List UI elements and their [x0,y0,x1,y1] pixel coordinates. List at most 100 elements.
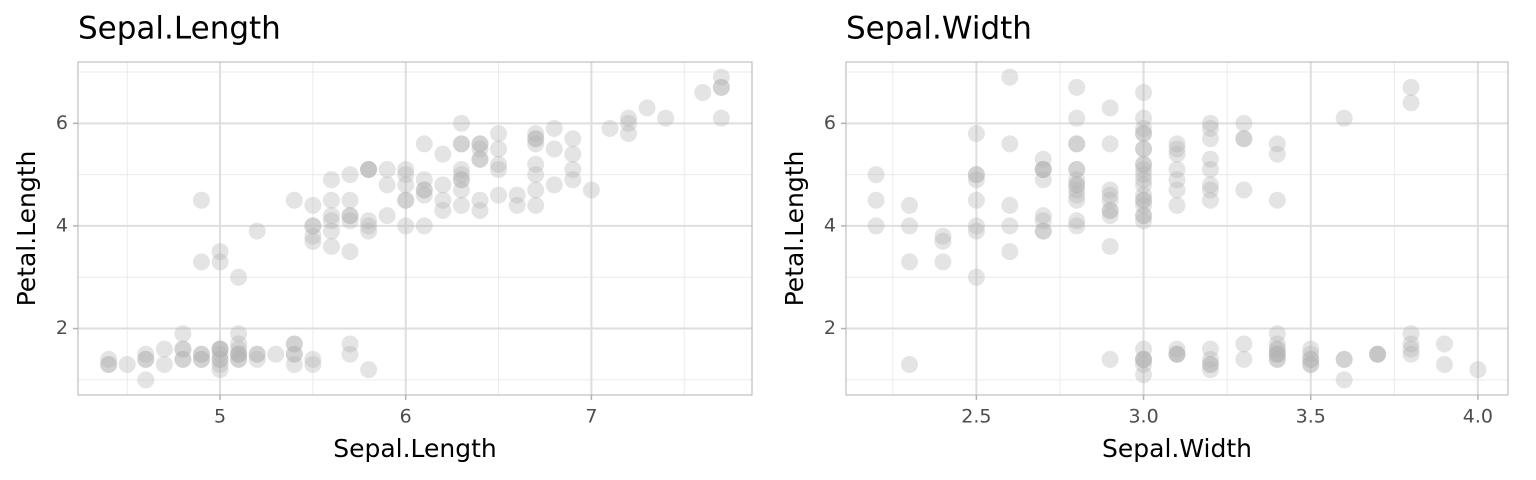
point [1101,191,1119,209]
point [100,355,118,373]
point [397,191,415,209]
y-axis-label: Petal.Length [780,151,809,307]
point [304,196,322,214]
point [471,135,489,153]
point [415,181,433,199]
point [1168,340,1186,358]
point [1034,222,1052,240]
point [1168,345,1186,363]
point [1302,350,1320,368]
point [137,350,155,368]
point [1435,355,1453,373]
point [1235,130,1253,148]
point [1201,150,1219,168]
point [1135,191,1153,209]
point [1135,84,1153,102]
point [397,191,415,209]
point [304,227,322,245]
point [1235,350,1253,368]
point [1268,145,1286,163]
point [527,135,545,153]
point [901,217,919,235]
point [1135,125,1153,143]
point [638,99,656,117]
point [415,135,433,153]
point [341,345,359,363]
point [211,243,229,261]
point [452,114,470,132]
point [322,237,340,255]
point [1201,355,1219,373]
x-tick-label: 3.5 [1296,406,1326,428]
point [1402,325,1420,343]
point [1201,160,1219,178]
point [1335,109,1353,127]
point [100,355,118,373]
point [341,166,359,184]
point [322,171,340,189]
panel-border [77,61,753,396]
point [1268,191,1286,209]
point [1168,345,1186,363]
point [304,232,322,250]
point [967,171,985,189]
point [304,350,322,368]
point [967,166,985,184]
point [527,196,545,214]
point [1201,119,1219,137]
point [967,166,985,184]
point [967,217,985,235]
point [1135,186,1153,204]
point [564,171,582,189]
point [230,268,248,286]
point [471,202,489,220]
y-tick-label: 2 [824,317,836,339]
point [174,325,192,343]
y-axis-label: Petal.Length [12,151,41,307]
point [471,191,489,209]
point [434,145,452,163]
point [490,155,508,173]
point [230,350,248,368]
point [694,84,712,102]
point [1135,160,1153,178]
point [341,207,359,225]
point [1101,237,1119,255]
point [620,109,638,127]
point [1335,371,1353,389]
point [1302,355,1320,373]
point [230,325,248,343]
point [1068,171,1086,189]
point [1435,335,1453,353]
point [867,191,885,209]
point [1001,196,1019,214]
point [415,217,433,235]
point [211,253,229,271]
x-tick-label: 7 [585,406,597,428]
point [360,160,378,178]
point [471,135,489,153]
point [1402,345,1420,363]
point [490,160,508,178]
point [434,176,452,194]
point [601,119,619,137]
point [100,350,118,368]
point [967,268,985,286]
point [1135,366,1153,384]
point [1101,202,1119,220]
point [211,340,229,358]
point [1135,350,1153,368]
point [564,160,582,178]
point [452,196,470,214]
point [285,335,303,353]
point [341,212,359,230]
point [1135,171,1153,189]
point [712,68,730,86]
point [545,119,563,137]
point [360,217,378,235]
point [582,181,600,199]
point [137,345,155,363]
point [1068,181,1086,199]
point [1068,176,1086,194]
point [1135,350,1153,368]
